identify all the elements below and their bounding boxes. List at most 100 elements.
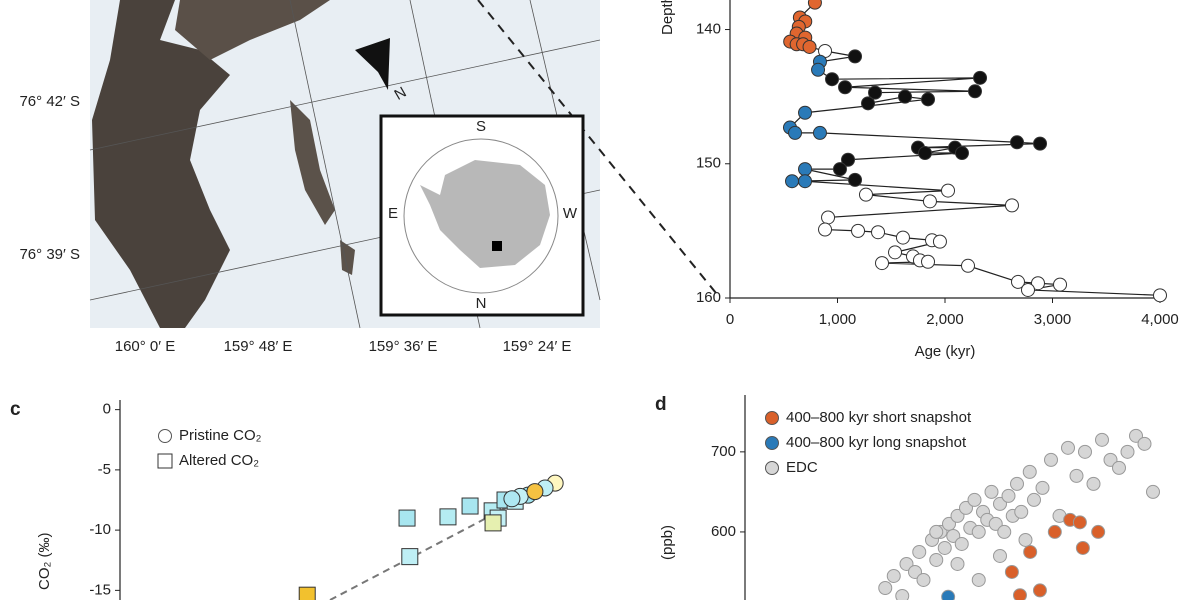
- point: [1146, 484, 1160, 499]
- point: [798, 162, 813, 177]
- y-axis-label: Depth (m): [659, 0, 676, 35]
- point: [1010, 476, 1024, 491]
- x-tick-label: 2,000: [926, 311, 964, 328]
- rock: [340, 240, 355, 275]
- point: [1022, 464, 1037, 479]
- point: [946, 528, 961, 543]
- y-tick-label: -15: [89, 581, 111, 598]
- point: [461, 497, 479, 515]
- point: [941, 589, 956, 600]
- point: [886, 568, 901, 583]
- point: [1153, 288, 1167, 303]
- point: [802, 39, 817, 54]
- y-tick-label: 700: [711, 443, 736, 460]
- point: [401, 548, 419, 566]
- legend-swatch: [765, 436, 779, 450]
- x-tick-label: 1,000: [819, 311, 857, 328]
- lon-label: 159° 24′ E: [503, 338, 572, 355]
- point: [851, 223, 866, 238]
- y-tick-label: -5: [98, 461, 111, 478]
- point: [921, 254, 936, 269]
- inset: S E W N: [379, 114, 585, 317]
- point: [899, 556, 914, 571]
- point: [1004, 564, 1019, 579]
- y-axis-label: CO₂ (‰): [36, 533, 53, 590]
- point: [1103, 452, 1118, 467]
- point: [1137, 436, 1152, 451]
- point: [841, 152, 856, 167]
- inset-circle: [403, 138, 559, 294]
- point: [1032, 583, 1047, 598]
- north-arrow: [355, 38, 390, 90]
- point: [1020, 282, 1035, 297]
- rock: [92, 0, 230, 328]
- point: [526, 483, 544, 501]
- x-tick-label: 0: [726, 311, 734, 328]
- point: [848, 49, 863, 64]
- lat-label: 76° 39′ S: [19, 246, 80, 263]
- point: [954, 536, 969, 551]
- point: [984, 484, 999, 499]
- legend-swatch: [157, 453, 173, 469]
- point: [961, 258, 976, 273]
- legend-label: 400–800 kyr short snapshot: [786, 409, 972, 426]
- point: [484, 514, 502, 532]
- legend-swatch: [765, 461, 779, 475]
- point: [1044, 452, 1058, 467]
- point: [861, 96, 876, 111]
- rock: [175, 0, 330, 60]
- inset-label: W: [563, 205, 578, 222]
- point: [988, 516, 1003, 531]
- legend-label: Pristine CO₂: [179, 427, 262, 444]
- point: [997, 524, 1012, 539]
- point: [932, 234, 947, 249]
- point: [908, 564, 922, 579]
- point: [967, 84, 982, 99]
- point: [821, 210, 836, 225]
- y-tick-label: 150: [696, 155, 721, 172]
- point: [858, 187, 873, 202]
- point: [1129, 428, 1143, 443]
- point: [1012, 588, 1027, 600]
- point: [993, 548, 1007, 563]
- chart: 600 700 (ppb) d 400–800 kyr short snapshot 40…: [655, 394, 1160, 600]
- y-tick-label: 160: [696, 289, 721, 306]
- point: [868, 85, 883, 100]
- point: [1033, 136, 1048, 151]
- point: [1112, 460, 1126, 475]
- point: [918, 146, 933, 161]
- y-tick-label: -10: [89, 521, 111, 538]
- point: [950, 508, 965, 523]
- legend-label: Altered CO₂: [179, 452, 259, 469]
- panel-label: d: [655, 394, 667, 415]
- lat-label: 76° 42′ S: [19, 93, 80, 110]
- panel-label: c: [10, 399, 21, 420]
- point: [1047, 524, 1062, 539]
- point: [971, 524, 986, 539]
- point: [1095, 432, 1109, 447]
- point: [1035, 480, 1050, 495]
- point: [1030, 276, 1045, 291]
- antarctica: [420, 160, 550, 268]
- point: [818, 222, 833, 237]
- point: [895, 230, 910, 245]
- point: [439, 508, 457, 526]
- point: [811, 62, 826, 77]
- point: [898, 89, 913, 104]
- legend-label: EDC: [786, 459, 818, 476]
- point: [921, 92, 936, 107]
- x-axis-label: Age (kyr): [915, 343, 976, 360]
- y-tick-label: 0: [103, 401, 111, 418]
- point: [1120, 444, 1135, 459]
- chart: 0 -5 -10 -15 CO₂ (‰) c Pristine CO₂ Altered CO₂: [10, 399, 564, 600]
- point: [1001, 488, 1016, 503]
- point: [941, 183, 956, 198]
- point: [916, 572, 931, 587]
- point: [1018, 532, 1033, 547]
- point: [875, 256, 890, 271]
- point: [895, 588, 910, 600]
- point: [398, 509, 416, 527]
- point: [973, 70, 988, 85]
- point: [832, 162, 847, 177]
